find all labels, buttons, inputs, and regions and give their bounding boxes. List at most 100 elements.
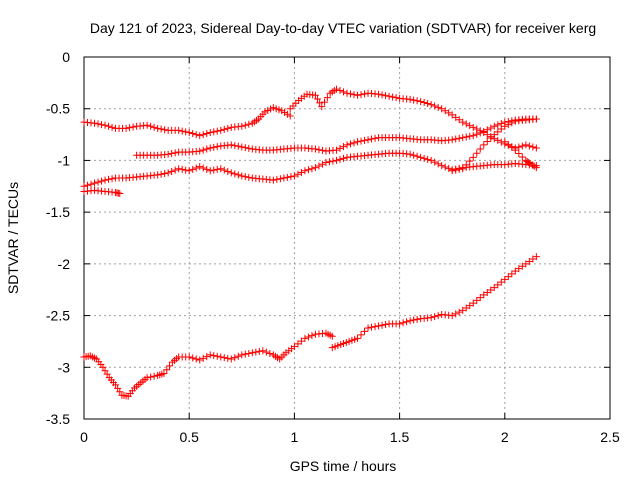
data-point [192, 131, 200, 139]
data-point [347, 140, 355, 148]
data-point [497, 125, 505, 133]
data-point [199, 354, 207, 362]
data-point [217, 165, 225, 173]
data-point [469, 132, 477, 140]
data-point [315, 162, 323, 170]
data-point [508, 119, 516, 127]
data-point [518, 153, 526, 161]
data-point [389, 93, 397, 101]
data-point [459, 134, 467, 142]
x-tick-label: 0.5 [179, 429, 199, 445]
data-point [504, 141, 512, 149]
data-point [304, 166, 312, 174]
series-track-1 [80, 104, 294, 140]
data-point [459, 165, 467, 173]
x-tick-label: 0 [80, 429, 88, 445]
data-point [469, 123, 477, 131]
data-point [161, 126, 169, 134]
data-point [178, 127, 186, 135]
data-point [413, 97, 421, 105]
data-point [494, 281, 502, 289]
data-point [87, 180, 95, 188]
data-point [150, 123, 158, 131]
y-tick-label: -1 [58, 152, 71, 168]
data-point [452, 310, 460, 318]
data-point [318, 160, 326, 168]
axis-ticks [83, 56, 611, 420]
series-track-7 [501, 138, 540, 172]
data-point [441, 107, 449, 115]
data-point [455, 165, 463, 173]
data-point [238, 351, 246, 359]
data-point [105, 175, 113, 183]
data-point [354, 334, 362, 342]
data-point [364, 324, 372, 332]
data-point [318, 103, 326, 111]
data-point [438, 105, 446, 113]
data-point [269, 176, 277, 184]
data-point [469, 299, 477, 307]
data-point [238, 143, 246, 151]
data-point [504, 273, 512, 281]
data-point [147, 373, 155, 381]
data-point [220, 166, 228, 174]
data-point [339, 143, 347, 151]
data-point [522, 260, 530, 268]
data-point [368, 323, 376, 331]
data-point [483, 137, 491, 145]
x-tick-label: 2.5 [600, 429, 620, 445]
data-point [420, 154, 428, 162]
data-point [98, 177, 106, 185]
data-point [314, 95, 322, 103]
y-axis-label: SDTVAR / TECUs [5, 182, 21, 294]
data-point [529, 255, 537, 263]
data-point [206, 129, 214, 137]
data-point [101, 121, 109, 129]
y-tick-label: -2.5 [46, 308, 70, 324]
data-points [80, 85, 540, 400]
data-point [116, 190, 124, 198]
data-point [466, 157, 474, 165]
data-point [227, 141, 235, 149]
data-point [410, 96, 418, 104]
data-point [501, 122, 509, 130]
data-point [518, 262, 526, 270]
x-axis-tick-labels: 0 0.5 1 1.5 2 2.5 [80, 429, 620, 445]
data-point [318, 146, 326, 154]
data-point [508, 143, 516, 151]
data-point [480, 291, 488, 299]
data-point [350, 139, 358, 147]
data-point [234, 171, 242, 179]
data-point [234, 352, 242, 360]
data-point [364, 136, 372, 144]
data-point [154, 171, 162, 179]
data-point [515, 265, 523, 273]
data-point [91, 119, 99, 127]
data-point [213, 165, 221, 173]
data-point [252, 348, 260, 356]
data-point [420, 99, 428, 107]
data-point [452, 113, 460, 121]
data-point [164, 169, 172, 177]
data-point [434, 103, 442, 111]
data-point [361, 90, 369, 98]
data-point [182, 166, 190, 174]
data-point [378, 321, 386, 329]
data-point [262, 348, 270, 356]
data-point [357, 137, 365, 145]
data-point [322, 158, 330, 166]
data-point [494, 136, 502, 144]
data-point [248, 349, 256, 357]
data-point [203, 165, 211, 173]
data-point [525, 257, 533, 265]
data-point [108, 123, 116, 131]
y-tick-label: -0.5 [46, 101, 70, 117]
data-point [175, 126, 183, 134]
data-point [462, 161, 470, 169]
data-point [452, 166, 460, 174]
data-point [466, 132, 474, 140]
data-point [417, 153, 425, 161]
data-point [455, 134, 463, 142]
x-tick-label: 2 [501, 429, 509, 445]
